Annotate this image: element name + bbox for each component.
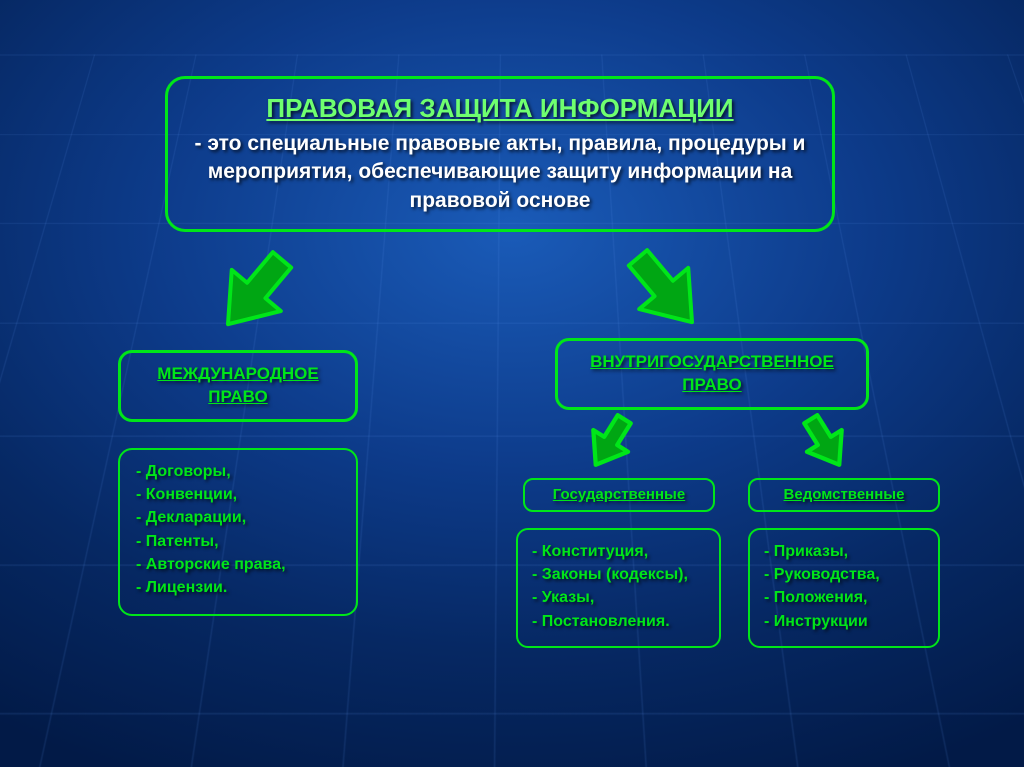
list-item: - Конвенции, [136,483,340,506]
international-law-title: МЕЖДУНАРОДНОЕ ПРАВО [135,363,341,409]
departmental-acts-title: Ведомственные [758,485,930,505]
main-body-text: - это специальные правовые акты, правила… [190,130,810,215]
list-item: - Положения, [764,586,924,609]
list-item: - Авторские права, [136,553,340,576]
government-acts-title: Государственные [533,485,705,505]
list-item: - Законы (кодексы), [532,563,705,586]
arrow-to-domestic-icon [610,240,720,340]
departmental-acts-title-box: Ведомственные [748,478,940,512]
domestic-law-box: ВНУТРИГОСУДАРСТВЕННОЕ ПРАВО [555,338,869,410]
international-law-list: - Договоры,- Конвенции,- Декларации,- Па… [118,448,358,616]
list-item: - Лицензии. [136,576,340,599]
arrow-to-international-icon [200,242,310,342]
arrow-to-departmental-icon [790,410,860,474]
main-definition-box: ПРАВОВАЯ ЗАЩИТА ИНФОРМАЦИИ - это специал… [165,76,835,232]
government-acts-list: - Конституция,- Законы (кодексы),- Указы… [516,528,721,648]
list-item: - Патенты, [136,530,340,553]
list-item: - Декларации, [136,506,340,529]
arrow-to-government-icon [575,410,645,474]
diagram-layer: ПРАВОВАЯ ЗАЩИТА ИНФОРМАЦИИ - это специал… [0,0,1024,767]
list-item: - Инструкции [764,610,924,633]
list-item: - Договоры, [136,460,340,483]
list-item: - Приказы, [764,540,924,563]
main-title: ПРАВОВАЯ ЗАЩИТА ИНФОРМАЦИИ [190,93,810,124]
list-item: - Указы, [532,586,705,609]
government-acts-title-box: Государственные [523,478,715,512]
departmental-acts-list: - Приказы,- Руководства,- Положения,- Ин… [748,528,940,648]
list-item: - Постановления. [532,610,705,633]
list-item: - Конституция, [532,540,705,563]
list-item: - Руководства, [764,563,924,586]
international-law-box: МЕЖДУНАРОДНОЕ ПРАВО [118,350,358,422]
domestic-law-title: ВНУТРИГОСУДАРСТВЕННОЕ ПРАВО [572,351,852,397]
